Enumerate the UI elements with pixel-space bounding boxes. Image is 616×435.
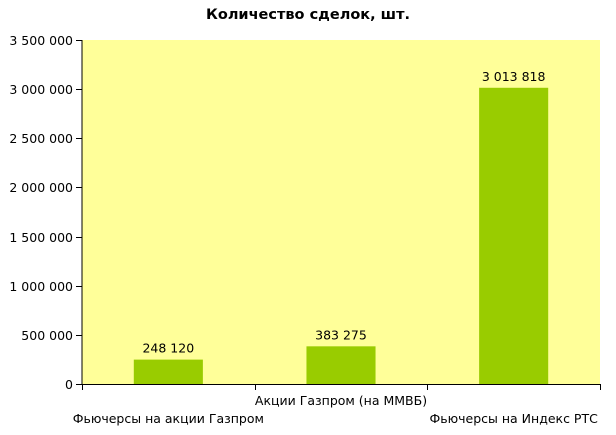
- x-category-label: Акции Газпром (на ММВБ): [255, 393, 427, 408]
- y-tick-label: 2 000 000: [9, 180, 73, 195]
- category-labels: Фьючерсы на акции Газпром Акции Газпром (…: [73, 393, 598, 426]
- bar: [306, 346, 376, 384]
- bar: [133, 359, 203, 384]
- x-category-label: Фьючерсы на акции Газпром: [73, 411, 264, 426]
- bar: [479, 87, 549, 385]
- y-tick-label: 1 000 000: [9, 279, 73, 294]
- y-tick-label: 0: [65, 377, 73, 392]
- y-tick-label: 500 000: [21, 328, 73, 343]
- bars: [133, 87, 549, 385]
- data-label: 3 013 818: [482, 69, 546, 84]
- y-tick-label: 2 500 000: [9, 131, 73, 146]
- y-tick-label: 1 500 000: [9, 230, 73, 245]
- chart-title: Количество сделок, шт.: [206, 7, 410, 23]
- data-label: 248 120: [142, 341, 194, 356]
- y-tick-label: 3 000 000: [9, 82, 73, 97]
- y-tick-label: 3 500 000: [9, 33, 73, 48]
- y-axis: 0 500 000 1 000 000 1 500 000 2 000 000 2 500…: [9, 33, 83, 392]
- data-labels: 248 120 383 275 3 013 818: [142, 69, 545, 356]
- x-category-label: Фьючерсы на Индекс РТС: [429, 411, 598, 426]
- data-label: 383 275: [315, 327, 367, 342]
- x-axis: [82, 384, 601, 390]
